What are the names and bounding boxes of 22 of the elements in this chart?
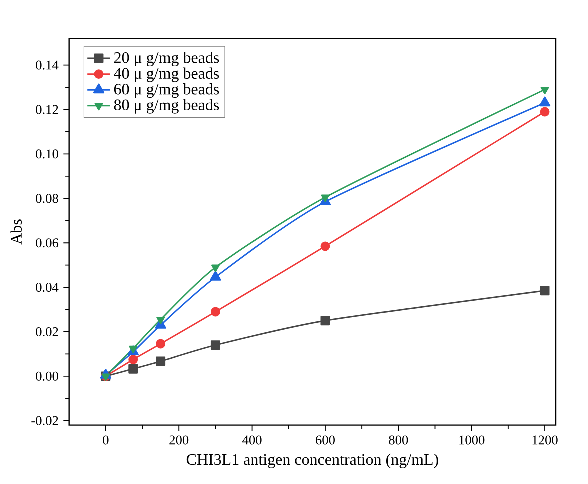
- y-tick-label: 0.04: [36, 283, 59, 292]
- legend-label: 80 μ g/mg beads: [114, 99, 220, 114]
- x-tick-label: 0: [103, 436, 109, 445]
- y-tick-label: 0.12: [36, 105, 58, 114]
- y-tick-label: 0.02: [36, 327, 58, 337]
- legend-label: 60 μ g/mg beads: [114, 84, 220, 98]
- y-tick-label: 0.08: [36, 194, 58, 204]
- x-tick-label: 1000: [460, 436, 485, 445]
- legend-label: 20 μ g/mg beads: [114, 52, 220, 67]
- x-tick-label: 1200: [532, 436, 558, 445]
- y-tick-label: -0.02: [32, 416, 58, 426]
- x-tick-label: 600: [316, 436, 335, 445]
- y-axis-title: Abs: [10, 220, 22, 245]
- y-tick-label: 0.00: [36, 372, 58, 381]
- legend-label: 40 μ g/mg beads: [114, 68, 220, 82]
- y-tick-label: 0.10: [36, 150, 58, 159]
- y-tick-label: 0.14: [36, 60, 59, 70]
- x-tick-label: 400: [242, 436, 262, 445]
- x-tick-label: 200: [170, 436, 189, 445]
- y-tick-label: 0.06: [36, 238, 59, 248]
- x-axis-title: CHI3L1 antigen concentration (ng/mL): [186, 454, 438, 468]
- x-tick-label: 800: [389, 436, 408, 445]
